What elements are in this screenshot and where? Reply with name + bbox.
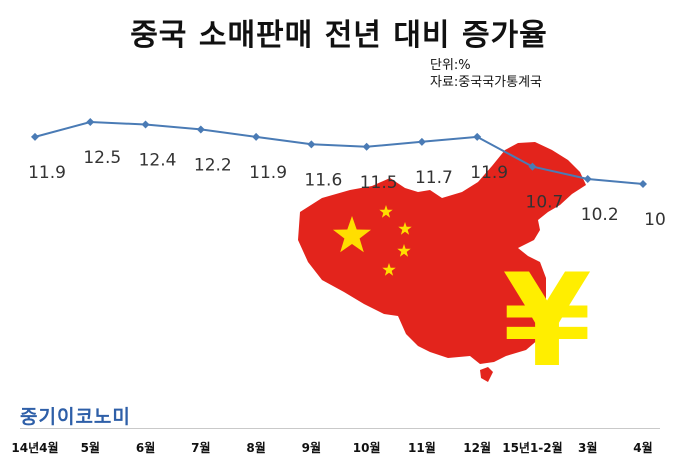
data-label: 11.5 — [360, 173, 398, 193]
x-tick-label: 12월 — [463, 440, 491, 455]
data-label: 11.6 — [304, 170, 342, 190]
data-label: 12.5 — [83, 148, 121, 168]
data-point — [417, 137, 426, 146]
data-point — [473, 132, 482, 141]
small-star-icon — [397, 244, 411, 257]
chart-title: 중국 소매판매 전년 대비 증가율 — [130, 18, 548, 53]
data-label: 10.2 — [581, 205, 619, 225]
x-tick-label: 10월 — [353, 440, 381, 455]
x-tick-label: 4월 — [633, 440, 652, 455]
large-star-icon — [333, 216, 371, 253]
data-point — [307, 140, 316, 149]
china-map-icon — [298, 142, 586, 382]
data-label: 10.7 — [526, 193, 564, 213]
data-label: 11.9 — [249, 163, 287, 183]
data-point — [583, 175, 592, 184]
series-line — [34, 120, 644, 185]
x-tick-label: 5월 — [81, 440, 100, 455]
small-star-icon — [382, 263, 396, 276]
data-label: 11.7 — [415, 168, 453, 188]
x-tick-label: 3월 — [578, 440, 597, 455]
small-star-icon — [379, 205, 393, 218]
x-tick-label: 8월 — [246, 440, 265, 455]
x-tick-label: 6월 — [136, 440, 155, 455]
data-label: 11.9 — [28, 163, 66, 183]
data-point — [141, 120, 150, 129]
data-point — [528, 162, 537, 171]
data-label: 11.9 — [470, 163, 508, 183]
x-tick-label: 7월 — [191, 440, 210, 455]
x-tick-label: 11월 — [408, 440, 436, 455]
axis-divider — [20, 428, 660, 429]
data-point — [639, 180, 647, 188]
data-point — [31, 132, 39, 141]
china-flag-stars — [333, 205, 412, 276]
brand-logo: 중기이코노미 — [20, 406, 131, 428]
data-point — [252, 132, 261, 141]
unit-label: 단위:% — [430, 58, 471, 73]
data-label: 12.4 — [139, 150, 177, 170]
source-label: 자료:중국국가통계국 — [430, 75, 543, 90]
data-point — [196, 125, 205, 134]
x-tick-label: 15년1-2월 — [502, 440, 562, 455]
x-tick-label: 14년4월 — [11, 440, 58, 455]
data-point — [362, 142, 371, 151]
x-tick-label: 9월 — [302, 440, 321, 455]
data-label: 10 — [644, 210, 666, 230]
data-label: 12.2 — [194, 155, 232, 175]
data-point — [86, 118, 95, 126]
small-star-icon — [398, 222, 412, 235]
yen-sign-icon: ¥ — [502, 247, 591, 396]
